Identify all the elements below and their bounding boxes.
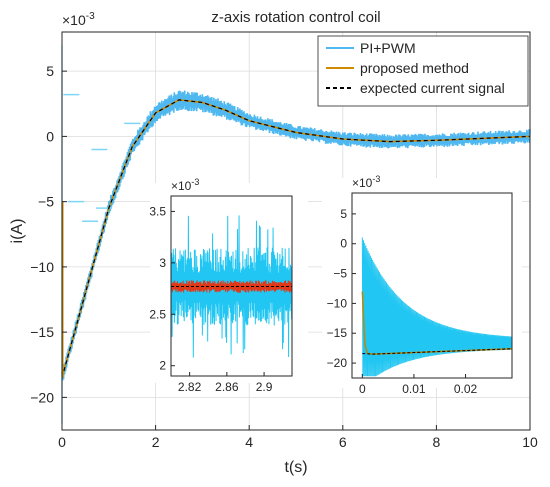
legend-label: proposed method: [360, 60, 469, 76]
x-tick-label: 0: [58, 434, 66, 450]
inset2-proposed-line: [361, 291, 513, 355]
exponent-base: ×10: [62, 12, 86, 28]
inset2-exponent-label: ×10-3: [352, 174, 380, 190]
main-series-group: [61, 45, 531, 424]
series-pi-pwm-line: [61, 90, 531, 381]
y-axis-label: i(A): [9, 219, 26, 244]
legend-items: PI+PWM proposed method expected current si…: [326, 40, 505, 96]
x-tick-label: 2: [152, 434, 160, 450]
inset2-y-tick-label: 5: [340, 207, 347, 221]
x-tick-label: 6: [339, 434, 347, 450]
inset2-y-tick-label: −10: [327, 296, 348, 310]
inset1-y-ticks: 2 2.5 3 3.5: [149, 204, 175, 373]
inset2-exponent-power: -3: [372, 174, 380, 184]
x-tick-label: 4: [245, 434, 253, 450]
inset2-frame: [351, 192, 513, 379]
inset1-y-tick-label: 3: [159, 256, 166, 270]
inset2-x-tick-label: 0.02: [454, 382, 478, 396]
inset1-x-ticks: 2.82 2.86 2.9: [178, 372, 273, 394]
chart-title: z-axis rotation control coil: [211, 9, 380, 26]
x-tick-label: 8: [433, 434, 441, 450]
x-axis-label: t(s): [284, 459, 307, 476]
inset1-exponent-power: -3: [191, 177, 199, 187]
inset-zoom-peak: 2.82 2.86 2.9 2 2.5 3 3.5 ×10-3: [149, 177, 308, 394]
inset1-series-group: [170, 215, 293, 358]
inset1-y-tick-label: 2: [159, 359, 166, 373]
inset-zoom-start: 0 0.01 0.02 −20 −15 −10 −5 0 5 ×10-3: [322, 174, 522, 396]
main-axes-frame: [61, 31, 531, 431]
inset2-exponent-base: ×10: [352, 176, 373, 190]
main-exponent-label: ×10-3: [62, 11, 95, 28]
legend-label: expected current signal: [360, 80, 505, 96]
inset2-series-group: [361, 237, 513, 377]
inset2-y-tick-label: −5: [333, 267, 347, 281]
x-tick-label: 10: [522, 434, 538, 450]
y-tick-label: 0: [46, 128, 54, 144]
inset1-frame: [170, 195, 293, 377]
legend: PI+PWM proposed method expected current si…: [317, 35, 529, 107]
inset1-y-tick-label: 2.5: [149, 307, 166, 321]
inset2-y-ticks: −20 −15 −10 −5 0 5: [327, 207, 356, 370]
y-tick-label: −10: [30, 259, 54, 275]
inset1-exponent-label: ×10-3: [171, 177, 199, 193]
y-tick-label: 5: [46, 63, 54, 79]
inset1-proposed-line: [170, 280, 293, 293]
inset1-x-tick-label: 2.82: [178, 380, 202, 394]
inset2-x-tick-label: 0.01: [402, 382, 426, 396]
inset1-y-tick-label: 3.5: [149, 204, 166, 218]
y-tick-label: −15: [30, 324, 54, 340]
inset1-x-tick-label: 2.9: [256, 380, 273, 394]
y-tick-label: −20: [30, 389, 54, 405]
main-y-ticks: −20 −15 −10 −5 0 5: [30, 63, 67, 405]
inset2-y-tick-label: 0: [340, 237, 347, 251]
legend-label: PI+PWM: [360, 40, 416, 56]
main-x-ticks: 0 2 4 6 8 10: [58, 425, 538, 450]
y-tick-label: −5: [38, 194, 54, 210]
inset2-x-ticks: 0 0.01 0.02: [359, 374, 478, 396]
inset1-x-tick-label: 2.86: [215, 380, 239, 394]
series-expected-line: [61, 99, 531, 378]
inset2-pi-pwm-line: [361, 237, 513, 377]
inset2-y-tick-label: −20: [327, 356, 348, 370]
exponent-power: -3: [86, 11, 95, 22]
inset2-x-tick-label: 0: [359, 382, 366, 396]
inset1-exponent-base: ×10: [171, 179, 192, 193]
inset2-y-tick-label: −15: [327, 326, 348, 340]
